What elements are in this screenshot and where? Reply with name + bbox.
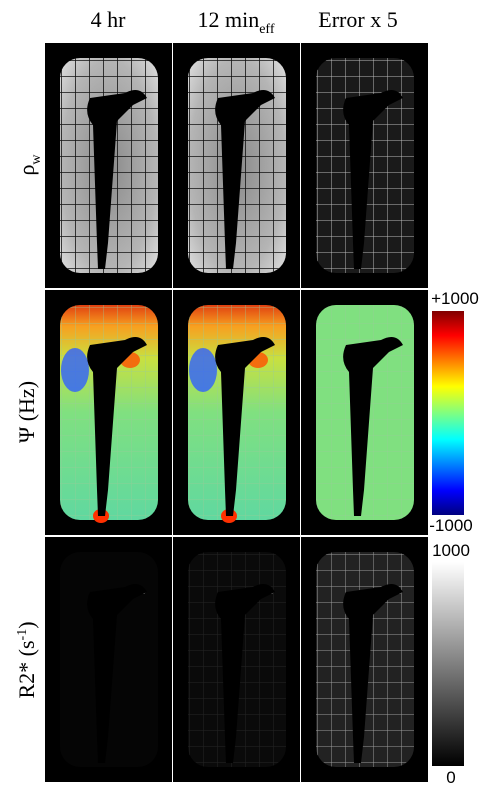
header-text: 12 min <box>197 7 259 32</box>
column-header: 4 hr <box>91 7 127 32</box>
row-text: R2* (s <box>14 640 39 698</box>
row-subscript: w <box>29 154 44 165</box>
colorbar-max: 1000 <box>432 541 470 560</box>
row-text: ) <box>14 621 39 628</box>
image-panel <box>173 290 300 535</box>
image-panel <box>45 290 172 535</box>
image-panel <box>301 537 428 782</box>
image-panel <box>301 43 428 288</box>
colorbar-min: -1000 <box>429 516 472 535</box>
row-text: ρ <box>14 165 39 176</box>
column-header: Error x 5 <box>318 7 397 32</box>
colorbar-max: +1000 <box>431 289 479 308</box>
row-superscript: -1 <box>15 629 30 641</box>
image-panel <box>301 290 428 535</box>
image-panel <box>45 537 172 782</box>
field-blue <box>189 348 217 392</box>
image-panel <box>173 43 300 288</box>
colorbar <box>432 562 464 766</box>
column-header: 12 mineff <box>197 7 274 37</box>
header-subscript: eff <box>259 22 275 37</box>
image-panel <box>173 537 300 782</box>
field-blue <box>61 348 89 392</box>
colorbar-min: 0 <box>446 768 455 787</box>
row-label: ρw <box>14 154 44 176</box>
image-panel <box>45 43 172 288</box>
row-label: R2* (s-1) <box>14 621 39 698</box>
figure: 4 hr 12 mineff Error x 5 ρw Ψ (Hz) R2* (… <box>0 0 492 787</box>
row-label: Ψ (Hz) <box>14 381 39 443</box>
image-grid <box>45 43 428 782</box>
colorbar <box>432 311 464 515</box>
